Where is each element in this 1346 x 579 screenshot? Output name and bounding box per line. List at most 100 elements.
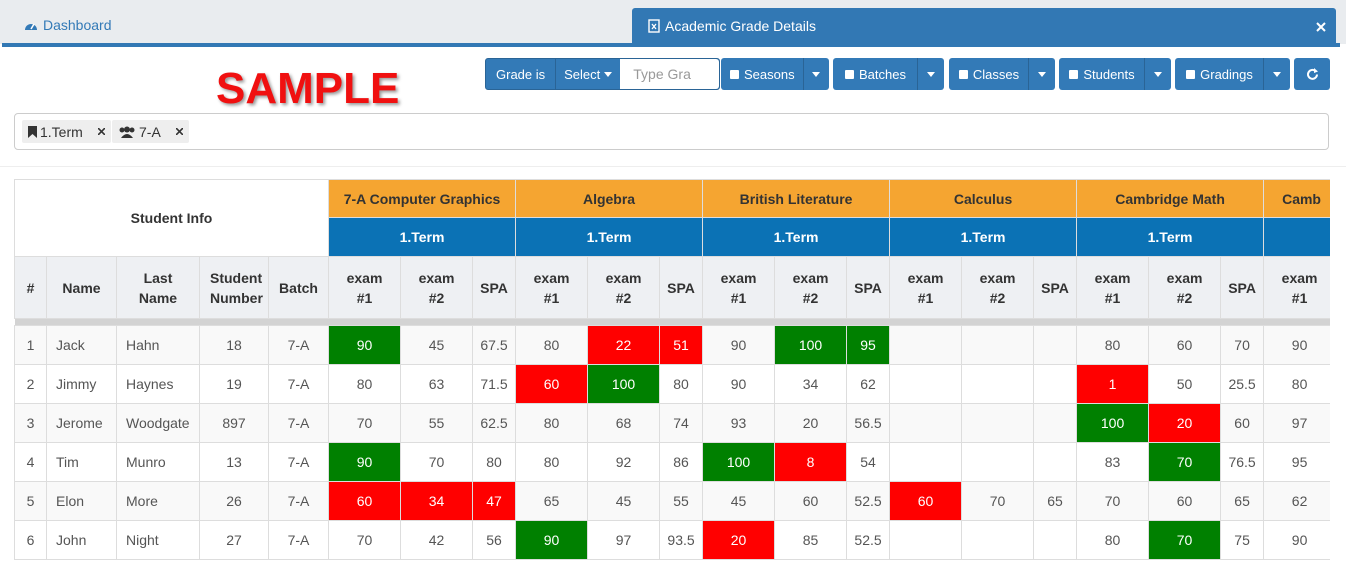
column-header[interactable]: exam #1	[889, 256, 963, 319]
column-header[interactable]: exam #2	[961, 256, 1035, 319]
column-header[interactable]: SPA	[659, 256, 704, 319]
grade-filter: Grade is Select Type Gra	[485, 58, 720, 90]
column-header[interactable]: SPA	[1033, 256, 1078, 319]
column-header[interactable]: exam #1	[515, 256, 589, 319]
button-caret[interactable]	[917, 58, 944, 90]
toolbar-button[interactable]: Students	[1059, 58, 1171, 90]
column-header[interactable]: #	[14, 256, 47, 319]
grade-cell: 62	[1263, 481, 1330, 521]
grade-table: Student Info 7-A Computer Graphics Algebra…	[14, 179, 1330, 560]
column-label: exam #2	[979, 269, 1016, 306]
column-header[interactable]: exam #1	[702, 256, 776, 319]
separator-row	[14, 318, 1330, 326]
button-caret[interactable]	[802, 58, 829, 90]
column-header[interactable]: SPA	[1220, 256, 1265, 319]
filter-box[interactable]	[14, 113, 1329, 150]
button-caret[interactable]	[1263, 58, 1290, 90]
student-cell: 2	[14, 364, 47, 404]
student-cell: 4	[14, 442, 47, 482]
column-header[interactable]: Last Name	[116, 256, 200, 319]
divider	[0, 166, 1346, 167]
dashboard-tab[interactable]: Dashboard	[24, 17, 112, 33]
column-header[interactable]: Student Number	[199, 256, 269, 319]
grade-cell: 45	[587, 481, 661, 521]
grade-cell	[961, 520, 1035, 560]
remove-chip[interactable]	[175, 128, 183, 135]
column-header[interactable]: exam #2	[587, 256, 661, 319]
student-cell: 19	[199, 364, 269, 404]
close-tab[interactable]	[1316, 22, 1326, 32]
column-header[interactable]: SPA	[846, 256, 891, 319]
grade-cell: 86	[659, 442, 704, 482]
student-cell: Jerome	[46, 403, 117, 443]
grade-label: Grade is	[496, 66, 546, 82]
grade-cell: 100	[587, 364, 661, 404]
page: Dashboard Academic Grade Details SAMPLE …	[0, 0, 1346, 560]
button-caret[interactable]	[1028, 58, 1055, 90]
student-cell: 5	[14, 481, 47, 521]
grade-cell	[889, 364, 963, 404]
grade-cell: 80	[1076, 325, 1150, 365]
student-cell: Haynes	[116, 364, 200, 404]
column-label: SPA	[854, 279, 882, 296]
column-label: Name	[62, 279, 101, 296]
student-row: 1 Jack Hahn 18 7-A 90 45 67.5 80 22 51 90 100 95 80 60 7…	[14, 325, 1330, 365]
column-header[interactable]: Batch	[268, 256, 329, 319]
grade-cell: 60	[774, 481, 848, 521]
column-header[interactable]: exam #1	[1076, 256, 1150, 319]
button-caret[interactable]	[1144, 58, 1171, 90]
column-label: exam #2	[792, 269, 829, 306]
active-tab[interactable]: Academic Grade Details	[632, 8, 1336, 44]
button-main: Batches	[833, 58, 917, 90]
toolbar-button[interactable]: Classes	[949, 58, 1055, 90]
select-label: Select	[564, 66, 601, 82]
grade-cell: 65	[1220, 481, 1265, 521]
grade-cell: 22	[587, 325, 661, 365]
toolbar-button[interactable]: Batches	[833, 58, 944, 90]
grade-cell: 100	[702, 442, 776, 482]
button-label: Classes	[972, 66, 1020, 82]
student-cell: 26	[199, 481, 269, 521]
grade-input[interactable]: Type Gra	[620, 59, 719, 89]
grade-cell: 1	[1076, 364, 1150, 404]
refresh-button[interactable]	[1294, 58, 1330, 90]
grade-cell: 20	[774, 403, 848, 443]
term-header: 1.Term	[327, 217, 517, 257]
column-header[interactable]: exam #2	[400, 256, 473, 319]
grade-cell: 92	[587, 442, 661, 482]
caret	[812, 71, 821, 77]
column-header[interactable]: exam #2	[774, 256, 848, 319]
grade-cell: 75	[1220, 520, 1265, 560]
toolbar-button[interactable]: Seasons	[721, 58, 829, 90]
select-dropdown[interactable]: Select	[555, 59, 620, 89]
column-header[interactable]: exam #2	[1148, 256, 1222, 319]
chip-label: 1.Term	[40, 123, 83, 140]
grade-cell: 85	[774, 520, 848, 560]
grade-cell: 60	[1148, 325, 1222, 365]
column-header[interactable]: exam #1	[328, 256, 401, 319]
tab-underline	[2, 43, 1340, 47]
column-label: exam #1	[720, 269, 757, 306]
filter-chip: 1.Term	[22, 120, 111, 143]
term-header: 1.Term	[1076, 217, 1265, 257]
grade-cell: 97	[587, 520, 661, 560]
column-header[interactable]: Name	[46, 256, 117, 319]
grade-cell	[1033, 364, 1078, 404]
grade-cell: 50	[1148, 364, 1222, 404]
button-label: Seasons	[744, 66, 795, 82]
student-cell: 7-A	[268, 481, 329, 521]
term-header: 1.Term	[889, 217, 1078, 257]
grade-cell: 76.5	[1220, 442, 1265, 482]
remove-chip[interactable]	[97, 128, 105, 135]
column-header[interactable]: SPA	[471, 256, 517, 319]
grade-cell: 55	[400, 403, 473, 443]
grade-cell: 80	[471, 442, 517, 482]
grade-cell: 95	[846, 325, 891, 365]
column-header[interactable]: exam #1	[1263, 256, 1330, 319]
filter-chip: 7-A	[112, 120, 189, 143]
grade-cell: 56	[471, 520, 517, 560]
grade-cell	[961, 442, 1035, 482]
grade-cell: 90	[1263, 520, 1330, 560]
grade-cell: 42	[400, 520, 473, 560]
toolbar-button[interactable]: Gradings	[1175, 58, 1290, 90]
